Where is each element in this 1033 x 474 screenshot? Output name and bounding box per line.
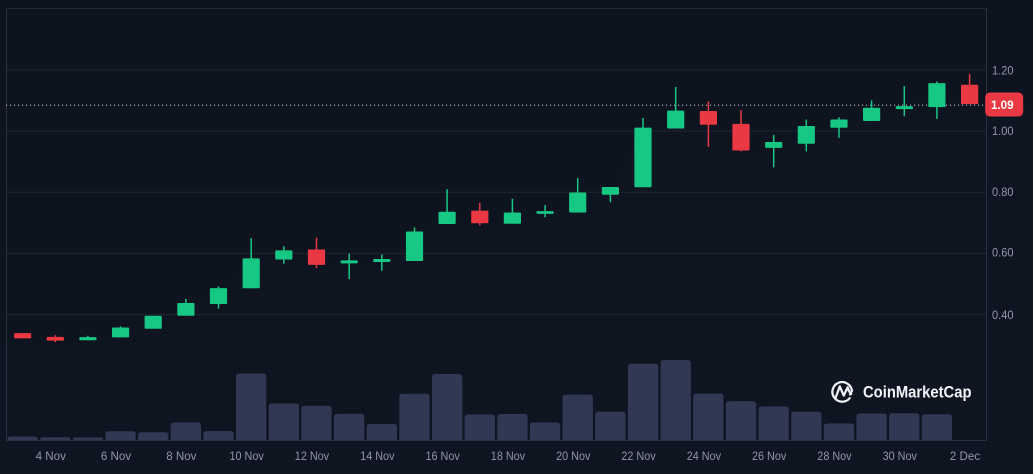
- svg-text:0.60: 0.60: [992, 246, 1014, 260]
- svg-text:26 Nov: 26 Nov: [752, 449, 786, 463]
- svg-text:14 Nov: 14 Nov: [360, 449, 394, 463]
- svg-text:20 Nov: 20 Nov: [556, 449, 590, 463]
- svg-text:18 Nov: 18 Nov: [491, 449, 525, 463]
- svg-text:22 Nov: 22 Nov: [621, 449, 655, 463]
- svg-text:16 Nov: 16 Nov: [426, 449, 460, 463]
- svg-text:1.00: 1.00: [992, 124, 1014, 138]
- svg-text:0.80: 0.80: [992, 185, 1014, 199]
- svg-text:0.40: 0.40: [992, 308, 1014, 322]
- svg-text:10 Nov: 10 Nov: [230, 449, 264, 463]
- svg-text:4 Nov: 4 Nov: [36, 449, 66, 463]
- svg-text:30 Nov: 30 Nov: [883, 449, 917, 463]
- svg-text:1.20: 1.20: [992, 64, 1014, 78]
- svg-text:6 Nov: 6 Nov: [101, 449, 131, 463]
- svg-text:8 Nov: 8 Nov: [166, 449, 196, 463]
- svg-text:CoinMarketCap: CoinMarketCap: [863, 383, 972, 401]
- svg-text:2 Dec: 2 Dec: [950, 449, 980, 463]
- svg-text:1.09: 1.09: [991, 98, 1014, 112]
- svg-text:12 Nov: 12 Nov: [295, 449, 329, 463]
- svg-text:28 Nov: 28 Nov: [817, 449, 851, 463]
- svg-text:24 Nov: 24 Nov: [687, 449, 721, 463]
